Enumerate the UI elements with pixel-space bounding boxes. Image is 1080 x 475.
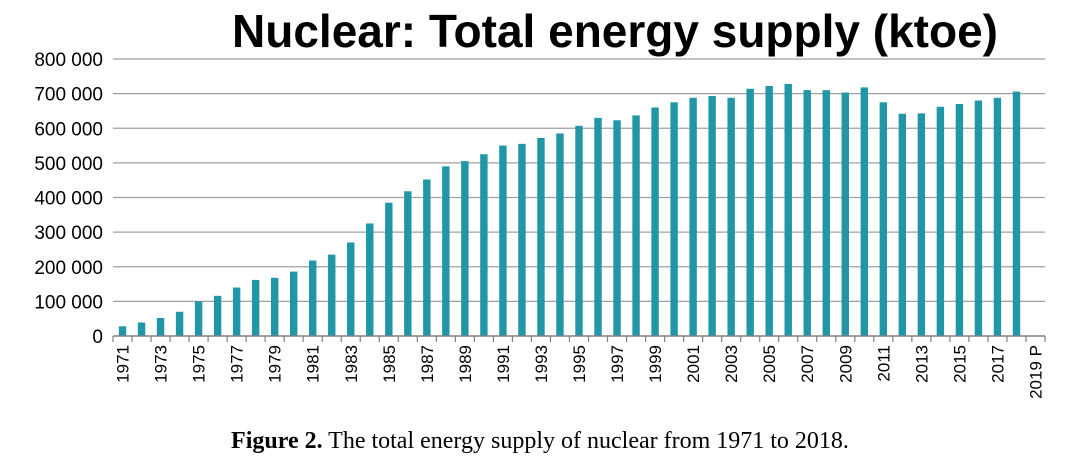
x-tick-label: 1981 [304,345,323,383]
x-tick-label: 1995 [570,345,589,383]
bar-1991 [499,145,507,336]
x-tick-label: 1979 [266,345,285,383]
bar-1988 [442,166,450,336]
y-axis-tick-labels: 0 100 000 200 000 300 000 400 000 500 000 600 … [34,50,103,348]
figure-caption: Figure 2. The total energy supply of nuc… [0,428,1080,455]
bar-2000 [670,102,678,336]
bar-1981 [309,260,317,336]
x-tick-label: 2009 [836,345,855,383]
bar-chart: 0 100 000 200 000 300 000 400 000 500 000 600 … [34,50,1046,399]
y-tick-label: 800 000 [34,50,103,71]
x-tick-label: 2019 P [1026,345,1045,399]
bar-1972 [137,322,146,336]
x-tick-label: 1989 [456,345,475,383]
bar-1996 [594,117,602,336]
bars [118,83,1021,337]
y-tick-label: 600 000 [34,119,103,140]
x-tick-label: 1977 [228,345,247,383]
bar-2001 [689,97,697,336]
y-tick-label: 0 [92,327,103,348]
bar-2008 [822,90,830,336]
bar-2003 [727,97,735,336]
caption-label: Figure 2. [231,428,323,454]
bar-1986 [404,191,412,336]
bar-2013 [917,113,926,336]
bar-2009 [841,92,849,337]
x-tick-label: 2017 [988,345,1007,383]
bar-1982 [328,254,336,336]
x-tick-label: 1973 [152,345,171,383]
y-tick-label: 100 000 [34,292,103,313]
x-tick-label: 1983 [342,345,361,383]
x-tick-label: 2013 [912,345,931,383]
bar-2010 [860,87,869,336]
bar-1975 [194,301,203,336]
bar-1987 [423,179,431,336]
bar-1999 [651,107,659,336]
bar-1994 [556,133,564,336]
bar-2012 [898,113,907,337]
bar-2007 [803,90,811,336]
bar-1985 [385,202,393,336]
x-tick-label: 2005 [760,345,779,383]
bar-2011 [879,102,888,336]
bar-2005 [765,86,773,336]
chart-title: Nuclear: Total energy supply (ktoe) [232,5,998,57]
x-tick-label: 2015 [950,345,969,383]
x-tick-label: 2003 [722,345,741,383]
bar-2004 [746,88,754,336]
caption-text: The total energy supply of nuclear from … [322,428,849,454]
bar-1984 [366,223,374,336]
bar-1980 [289,271,298,336]
y-tick-label: 500 000 [34,154,103,175]
bar-1990 [480,154,488,336]
x-tick-label: 2011 [874,345,893,382]
x-tick-label: 2007 [798,345,817,383]
bar-2015 [955,104,964,336]
bar-1989 [461,161,469,336]
bar-1997 [613,120,621,336]
bar-1974 [175,311,184,336]
x-tick-label: 1975 [190,345,209,383]
bar-1976 [213,295,222,336]
x-tick-label: 1987 [418,345,437,383]
bar-2006 [784,83,792,337]
bar-1992 [518,143,526,336]
bar-1971 [118,326,127,336]
bar-1983 [347,242,355,336]
axes [112,335,1046,342]
x-tick-label: 1971 [114,345,133,383]
x-tick-label: 1991 [494,345,513,383]
y-tick-label: 200 000 [34,258,103,279]
bar-2014 [936,106,945,336]
bar-1978 [251,279,260,336]
y-tick-label: 700 000 [34,85,103,106]
bar-2002 [708,96,716,336]
bar-1998 [632,115,640,336]
bar-1979 [270,277,279,336]
y-tick-label: 300 000 [34,223,103,244]
bar-2016 [974,100,983,336]
bar-2018 [1012,91,1021,336]
bar-2017 [993,97,1002,336]
x-tick-label: 1985 [380,345,399,383]
y-tick-label: 400 000 [34,189,103,210]
x-tick-label: 1999 [646,345,665,383]
x-tick-label: 2001 [684,345,703,383]
bar-1977 [232,287,241,336]
bar-1993 [537,137,545,336]
x-tick-label: 1993 [532,345,551,383]
x-axis-tick-labels: 1971 1973 1975 1977 1979 1981 1983 1985 1987 1989… [114,345,1046,399]
bar-1973 [156,317,165,336]
bar-1995 [575,125,583,336]
x-tick-label: 1997 [608,345,627,383]
